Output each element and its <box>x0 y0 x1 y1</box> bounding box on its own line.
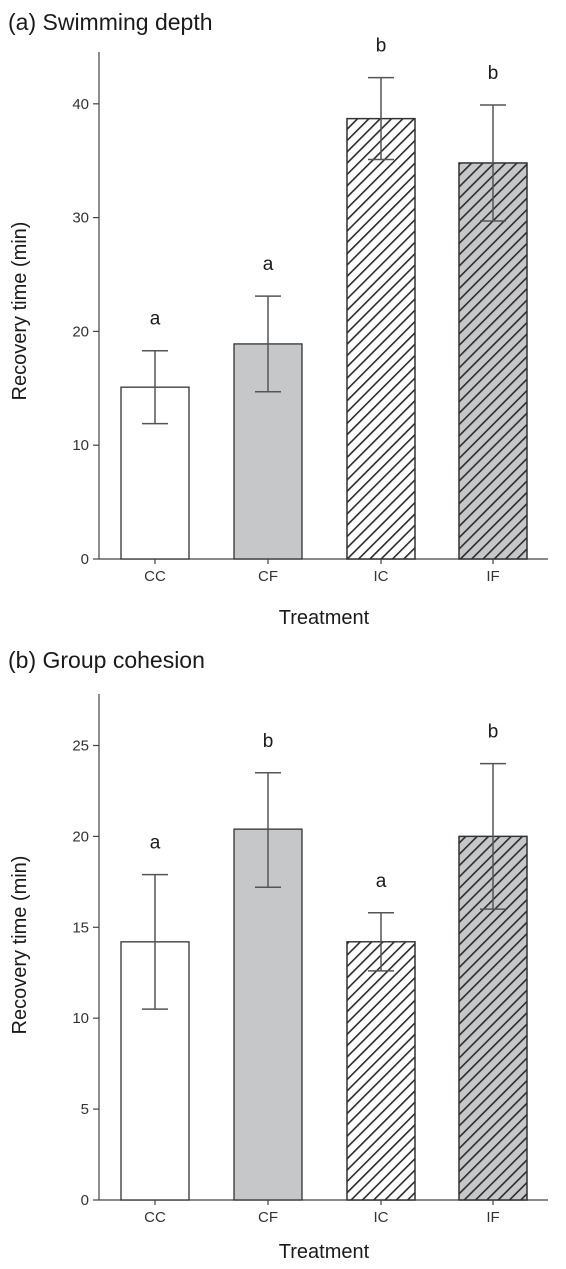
y-axis-title: Recovery time (min) <box>9 856 31 1035</box>
y-tick-label: 0 <box>81 551 89 568</box>
x-tick-label: IF <box>486 1209 499 1226</box>
x-tick-label: IF <box>486 568 499 585</box>
x-tick-label: IC <box>374 1209 389 1226</box>
y-tick-label: 10 <box>72 437 89 454</box>
y-tick-label: 25 <box>72 738 89 755</box>
chart-title: (a) Swimming depth <box>8 9 213 35</box>
panel-group-cohesion: (b) Group cohesion Recovery time (min) T… <box>8 647 548 1263</box>
y-tick-label: 40 <box>72 96 89 113</box>
significance-letter: a <box>376 871 387 892</box>
significance-letter: b <box>488 722 499 743</box>
y-tick-label: 20 <box>72 323 89 340</box>
bar-hatch-ic <box>346 117 416 560</box>
panel-swimming-depth: (a) Swimming depth Recovery time (min) T… <box>8 9 548 629</box>
bar-cf <box>233 828 303 1201</box>
y-tick-label: 20 <box>72 828 89 845</box>
significance-letter: a <box>150 833 161 854</box>
significance-letter: b <box>376 36 387 57</box>
significance-letter: a <box>150 309 161 330</box>
significance-letter: a <box>263 254 274 275</box>
x-tick-label: IC <box>374 568 389 585</box>
x-tick-label: CC <box>144 1209 166 1226</box>
significance-letter: b <box>488 63 499 84</box>
bar-hatch-ic <box>346 941 416 1201</box>
chart-title: (b) Group cohesion <box>8 647 205 673</box>
y-tick-label: 0 <box>81 1192 89 1209</box>
y-tick-label: 30 <box>72 210 89 227</box>
y-tick-label: 15 <box>72 919 89 936</box>
y-axis-title: Recovery time (min) <box>9 222 31 401</box>
x-axis-title: Treatment <box>279 607 370 629</box>
x-tick-label: CC <box>144 568 166 585</box>
x-axis-title: Treatment <box>279 1241 370 1263</box>
y-tick-label: 5 <box>81 1101 89 1118</box>
y-tick-label: 10 <box>72 1010 89 1027</box>
x-tick-label: CF <box>258 1209 278 1226</box>
bar-hatch-if <box>458 162 528 560</box>
significance-letter: b <box>263 731 274 752</box>
x-tick-label: CF <box>258 568 278 585</box>
